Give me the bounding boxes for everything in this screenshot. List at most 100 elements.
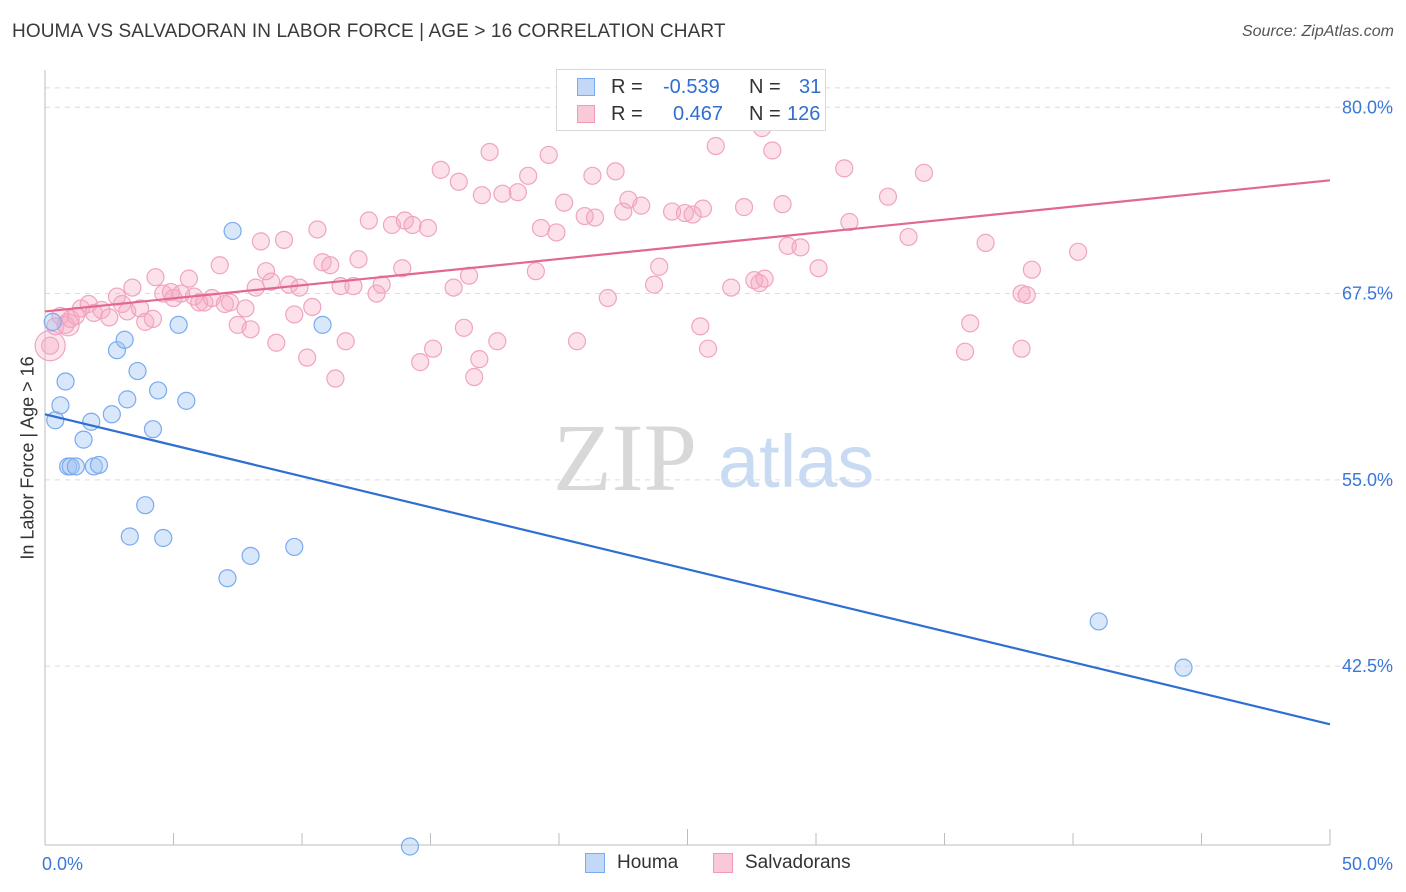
salvadoran-point xyxy=(598,288,617,308)
legend-row-houma: R = -0.539 N = 31 xyxy=(577,76,821,98)
salvadoran-point xyxy=(1022,260,1041,279)
salvadoran-point xyxy=(1012,339,1031,358)
salvadoran-point xyxy=(403,215,422,235)
salvadoran-point xyxy=(290,278,309,297)
houma-point xyxy=(218,569,237,588)
salvadoran-point xyxy=(367,284,386,303)
salvadoran-legend-label: Salvadorans xyxy=(745,852,851,873)
watermark-atlas: atlas xyxy=(718,420,874,503)
salvadoran-point xyxy=(236,299,255,318)
salvadoran-point xyxy=(303,297,322,317)
salvadoran-point xyxy=(835,159,854,178)
legend-r-label: R = xyxy=(611,76,643,98)
salvadoran-point xyxy=(220,293,240,312)
salvadoran-point xyxy=(285,305,304,324)
y-tick-label: 55.0% xyxy=(1342,470,1393,490)
watermark-zip: ZIP xyxy=(553,404,697,511)
salvadoran-point xyxy=(123,278,142,297)
salvadoran-point xyxy=(547,223,566,242)
salvadoran-point xyxy=(899,227,918,247)
salvadoran-point xyxy=(454,318,474,337)
salvadoran-point xyxy=(246,278,265,297)
houma-point xyxy=(115,330,134,349)
salvadoran-point xyxy=(955,342,975,361)
salvadoran-point xyxy=(431,160,450,179)
salvadoran-point xyxy=(675,203,695,223)
houma-trend-line xyxy=(44,413,1331,726)
salvadoran-point xyxy=(583,166,602,185)
salvadoran-point xyxy=(555,193,574,212)
salvadoran-point xyxy=(567,332,587,351)
salvadoran-point xyxy=(359,211,378,230)
salvadoran-point xyxy=(470,350,489,369)
salvadoran-point xyxy=(683,205,702,224)
houma-point xyxy=(1174,658,1193,677)
chart-title: HOUMA VS SALVADORAN IN LABOR FORCE | AGE… xyxy=(12,21,726,42)
bottom-legend-houma: Houma xyxy=(585,852,695,874)
salvadoran-point xyxy=(465,367,484,387)
houma-point xyxy=(285,537,304,557)
salvadoran-point xyxy=(914,163,934,182)
salvadoran-point xyxy=(1017,285,1036,305)
houma-point xyxy=(148,381,168,400)
salvadoran-point xyxy=(146,268,165,287)
houma-point xyxy=(66,457,85,476)
source-label: Source: ZipAtlas.com xyxy=(1241,23,1394,40)
y-tick-label: 80.0% xyxy=(1342,97,1393,117)
salvadoran-point xyxy=(493,184,512,203)
salvadoran-point xyxy=(539,145,558,165)
houma-point xyxy=(400,837,420,856)
houma-point xyxy=(56,372,75,391)
salvadoran-point xyxy=(722,278,741,297)
salvadoran-trend-line xyxy=(44,179,1331,313)
salvadoran-point xyxy=(143,309,163,328)
salvadoran-point xyxy=(519,166,538,185)
salvadoran-point xyxy=(56,313,80,337)
salvadoran-point xyxy=(449,172,468,191)
legend-r-label: R = xyxy=(611,103,643,125)
salvadoran-point xyxy=(326,369,345,388)
salvadoran-point xyxy=(644,275,664,294)
salvadoran-point xyxy=(809,259,828,278)
salvadoran-point xyxy=(256,262,276,281)
salvadoran-n-value: 126 xyxy=(787,103,821,125)
salvadoran-point xyxy=(585,208,605,227)
salvadoran-point xyxy=(606,162,625,181)
houma-point xyxy=(223,221,242,241)
houma-legend-label: Houma xyxy=(617,852,679,873)
salvadoran-point xyxy=(632,196,651,215)
legend-n-label: N = xyxy=(749,76,781,98)
bottom-legend-salvadoran: Salvadorans xyxy=(713,852,863,874)
salvadoran-point xyxy=(791,238,810,257)
salvadoran-point xyxy=(251,232,270,251)
houma-point xyxy=(1089,612,1108,631)
houma-point xyxy=(154,528,173,548)
salvadoran-point xyxy=(693,199,713,218)
salvadoran-point xyxy=(336,332,355,351)
salvadoran-point xyxy=(321,256,340,275)
salvadoran-point xyxy=(526,262,545,281)
salvadoran-point xyxy=(344,277,363,296)
houma-r-value: -0.539 xyxy=(663,76,720,98)
salvadoran-point xyxy=(34,330,66,362)
y-tick-label: 67.5% xyxy=(1342,284,1393,304)
houma-point xyxy=(313,315,332,334)
houma-point xyxy=(128,361,147,381)
salvadoran-point xyxy=(878,187,898,206)
salvadoran-r-value: 0.467 xyxy=(673,103,724,125)
salvadoran-point xyxy=(488,332,507,351)
houma-point xyxy=(43,312,62,331)
houma-legend-swatch xyxy=(585,853,605,873)
salvadoran-point xyxy=(393,259,412,278)
stats-legend: R = -0.539 N = 31 R = 0.467 N = 126 xyxy=(556,69,826,131)
salvadoran-point xyxy=(691,317,710,336)
salvadoran-point xyxy=(614,202,633,221)
salvadoran-point xyxy=(274,230,294,250)
salvadoran-point xyxy=(650,257,669,276)
houma-point xyxy=(102,405,121,424)
salvadoran-point xyxy=(262,272,281,291)
salvadoran-point xyxy=(444,278,463,297)
houma-point xyxy=(120,527,139,546)
salvadoran-point xyxy=(154,284,173,303)
